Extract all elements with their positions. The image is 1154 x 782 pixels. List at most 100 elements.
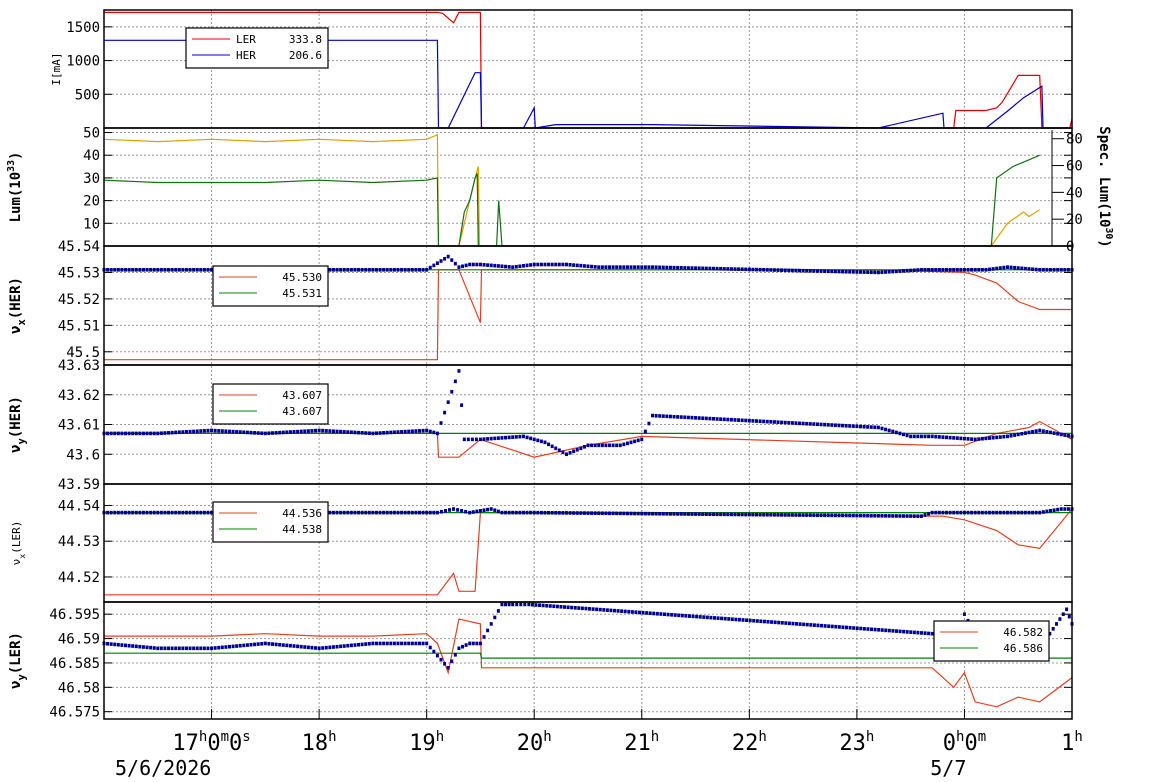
data-point	[952, 436, 956, 440]
legend: 46.582 46.586	[933, 620, 1050, 662]
data-point	[1002, 265, 1006, 270]
data-point	[532, 437, 536, 442]
data-point	[174, 268, 178, 272]
data-point	[389, 268, 393, 272]
data-point	[428, 510, 432, 515]
data-point	[468, 262, 472, 267]
data-point	[1013, 510, 1017, 515]
data-point	[1034, 429, 1038, 433]
data-point	[686, 512, 690, 516]
data-point	[374, 431, 378, 436]
data-point	[952, 268, 956, 272]
data-point	[891, 514, 895, 518]
x-tick-label: 19h	[409, 729, 444, 756]
y-axis-label-text: ν	[8, 681, 24, 689]
data-point	[482, 437, 486, 441]
data-point	[1052, 431, 1056, 435]
data-point	[719, 512, 723, 517]
data-point	[428, 265, 432, 270]
data-point	[245, 430, 249, 435]
data-point	[772, 268, 776, 272]
data-point	[543, 262, 547, 267]
data-point	[127, 431, 131, 436]
data-point	[858, 424, 862, 429]
legend-value: 43.607	[282, 389, 322, 402]
data-point	[973, 268, 977, 272]
data-point	[798, 421, 802, 426]
data-point	[538, 603, 542, 608]
data-point	[407, 268, 411, 272]
y2-axis-label-tail: )	[1096, 239, 1112, 247]
data-point	[930, 631, 934, 636]
data-point	[466, 437, 470, 442]
x-tick-hour: 18	[302, 731, 329, 756]
data-point	[134, 431, 138, 436]
y2-axis-label-sup: 30	[1103, 227, 1114, 239]
data-point	[163, 268, 167, 272]
data-point	[364, 642, 368, 646]
data-point	[453, 379, 457, 384]
x-tick-label: 20h	[517, 729, 552, 756]
data-point	[360, 268, 364, 272]
data-point	[163, 431, 167, 435]
data-point	[991, 267, 995, 271]
data-point	[532, 262, 536, 267]
data-point	[367, 641, 371, 646]
data-point	[339, 429, 343, 434]
legend-box	[933, 620, 1050, 662]
data-point	[511, 435, 515, 439]
data-point	[149, 268, 153, 272]
data-point	[640, 437, 644, 442]
data-point	[371, 641, 375, 646]
data-point	[353, 643, 357, 647]
data-point	[511, 510, 515, 515]
panel-6: 46.575 46.58 46.585 46.59 46.595 νy(LER) 46.58…	[8, 601, 1074, 721]
data-point	[489, 622, 493, 626]
data-point	[694, 266, 698, 270]
data-point	[769, 512, 773, 517]
data-point	[493, 436, 497, 441]
data-point	[783, 420, 787, 425]
data-point	[317, 428, 321, 433]
data-point	[285, 643, 289, 648]
data-point	[934, 268, 938, 272]
data-point	[590, 443, 594, 448]
y-tick-label: 43.61	[58, 418, 100, 434]
data-point	[588, 607, 592, 611]
data-point	[210, 268, 214, 272]
data-point	[741, 618, 745, 622]
data-point	[602, 608, 606, 612]
data-point	[195, 646, 199, 651]
x-tick-hour: 19	[409, 731, 436, 756]
data-point	[970, 510, 974, 515]
data-point	[367, 431, 371, 436]
data-point	[637, 610, 641, 615]
data-point	[149, 510, 153, 515]
data-point	[676, 265, 680, 270]
data-point	[916, 434, 920, 439]
data-point	[184, 510, 188, 515]
data-point	[131, 431, 135, 436]
data-point	[296, 429, 300, 434]
data-point	[500, 436, 504, 440]
data-point	[623, 609, 627, 614]
data-point	[529, 436, 533, 441]
x-tick-label: 0h0m	[943, 729, 986, 756]
y2-tick-label: 60	[1066, 159, 1083, 175]
data-point	[400, 641, 404, 646]
data-point	[435, 431, 439, 436]
data-point	[414, 429, 418, 433]
data-point	[425, 641, 429, 646]
data-point	[805, 513, 809, 517]
data-point	[188, 646, 192, 651]
data-point	[758, 512, 762, 517]
data-point	[869, 425, 873, 429]
data-point	[945, 510, 949, 515]
data-point	[378, 431, 382, 435]
data-point	[959, 436, 963, 441]
data-point	[740, 267, 744, 272]
data-point	[346, 510, 350, 515]
data-point	[374, 268, 378, 272]
data-point	[784, 621, 788, 625]
data-point	[263, 641, 267, 646]
